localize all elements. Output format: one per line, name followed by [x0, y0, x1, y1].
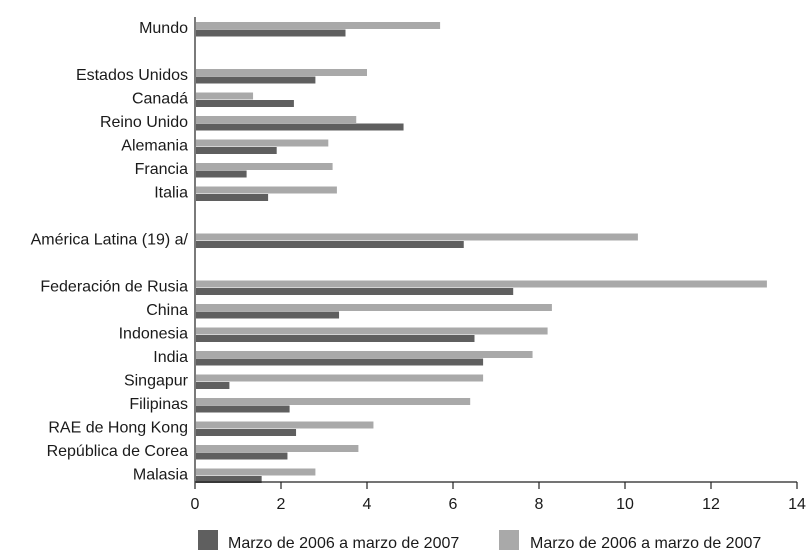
bar-singapur-series-1 — [196, 374, 484, 382]
category-label-republica-de-corea: República de Corea — [47, 443, 189, 460]
bar-mundo-series-1 — [196, 22, 441, 29]
category-label-indonesia: Indonesia — [119, 326, 188, 343]
category-label-singapur: Singapur — [124, 373, 189, 390]
bar-india-series-2 — [196, 358, 484, 366]
legend-swatch-series-2 — [499, 530, 519, 550]
bar-francia-series-1 — [196, 163, 333, 170]
category-label-federacion-de-rusia: Federación de Rusia — [40, 279, 188, 296]
bar-italia-series-2 — [196, 194, 269, 201]
legend-swatch-series-1 — [198, 530, 218, 550]
bar-estados-unidos-series-1 — [196, 69, 367, 76]
bar-alemania-series-2 — [196, 147, 277, 154]
x-tick-label-12: 12 — [702, 496, 720, 513]
bar-america-latina-19-a-series-2 — [196, 241, 464, 248]
bar-reino-unido-series-1 — [196, 116, 357, 123]
category-label-francia: Francia — [135, 161, 188, 178]
bar-china-series-2 — [196, 311, 340, 319]
bar-alemania-series-1 — [196, 139, 329, 147]
x-tick-label-0: 0 — [191, 496, 200, 513]
bar-federacion-de-rusia-series-2 — [196, 288, 514, 295]
bar-malasia-series-1 — [196, 468, 316, 476]
category-labels: Mundo Estados Unidos Canadá Reino Unido Alem… — [31, 20, 189, 484]
legend-label-series-2: Marzo de 2006 a marzo de 2007 — [530, 535, 761, 551]
category-label-america-latina-19-a: América Latina (19) a/ — [31, 232, 189, 249]
bar-singapur-series-2 — [196, 382, 230, 389]
x-tick-label-10: 10 — [616, 496, 634, 513]
category-label-filipinas: Filipinas — [129, 396, 188, 413]
bar-republica-de-corea-series-2 — [196, 452, 288, 460]
bar-india-series-1 — [196, 351, 533, 358]
bar-mundo-series-2 — [196, 29, 346, 37]
bar-rae-de-hong-kong-series-2 — [196, 429, 297, 436]
category-label-canada: Canadá — [132, 91, 188, 108]
bar-estados-unidos-series-2 — [196, 76, 316, 84]
bar-indonesia-series-2 — [196, 335, 475, 342]
bar-federacion-de-rusia-series-1 — [196, 280, 767, 288]
bar-america-latina-19-a-series-1 — [196, 233, 638, 241]
x-tick-label-8: 8 — [535, 496, 544, 513]
bar-republica-de-corea-series-1 — [196, 445, 359, 452]
bars-group — [196, 22, 767, 483]
x-tick-label-6: 6 — [449, 496, 458, 513]
bar-china-series-1 — [196, 304, 552, 311]
category-label-malasia: Malasia — [133, 467, 188, 484]
category-label-reino-unido: Reino Unido — [100, 114, 188, 131]
bar-rae-de-hong-kong-series-1 — [196, 421, 374, 429]
bar-canada-series-2 — [196, 100, 294, 107]
x-ticks: 0 2 4 6 8 10 12 14 — [191, 482, 806, 513]
x-tick-label-2: 2 — [277, 496, 286, 513]
category-label-china: China — [146, 302, 188, 319]
bar-reino-unido-series-2 — [196, 123, 404, 131]
bar-canada-series-1 — [196, 92, 254, 100]
legend-label-series-1: Marzo de 2006 a marzo de 2007 — [228, 535, 459, 551]
legend: Marzo de 2006 a marzo de 2007 Marzo de 2… — [198, 530, 761, 551]
category-label-estados-unidos: Estados Unidos — [76, 67, 188, 84]
category-label-alemania: Alemania — [121, 138, 188, 155]
bar-malasia-series-2 — [196, 476, 262, 483]
bar-filipinas-series-2 — [196, 405, 290, 413]
bar-indonesia-series-1 — [196, 327, 548, 335]
category-label-mundo: Mundo — [139, 20, 188, 37]
bar-italia-series-1 — [196, 186, 337, 194]
bar-francia-series-2 — [196, 170, 247, 178]
bar-filipinas-series-1 — [196, 398, 471, 405]
x-tick-label-4: 4 — [363, 496, 372, 513]
category-label-rae-de-hong-kong: RAE de Hong Kong — [48, 420, 188, 437]
category-label-india: India — [153, 349, 188, 366]
x-tick-label-14: 14 — [788, 496, 806, 513]
category-label-italia: Italia — [154, 185, 188, 202]
axes-group — [194, 17, 797, 483]
